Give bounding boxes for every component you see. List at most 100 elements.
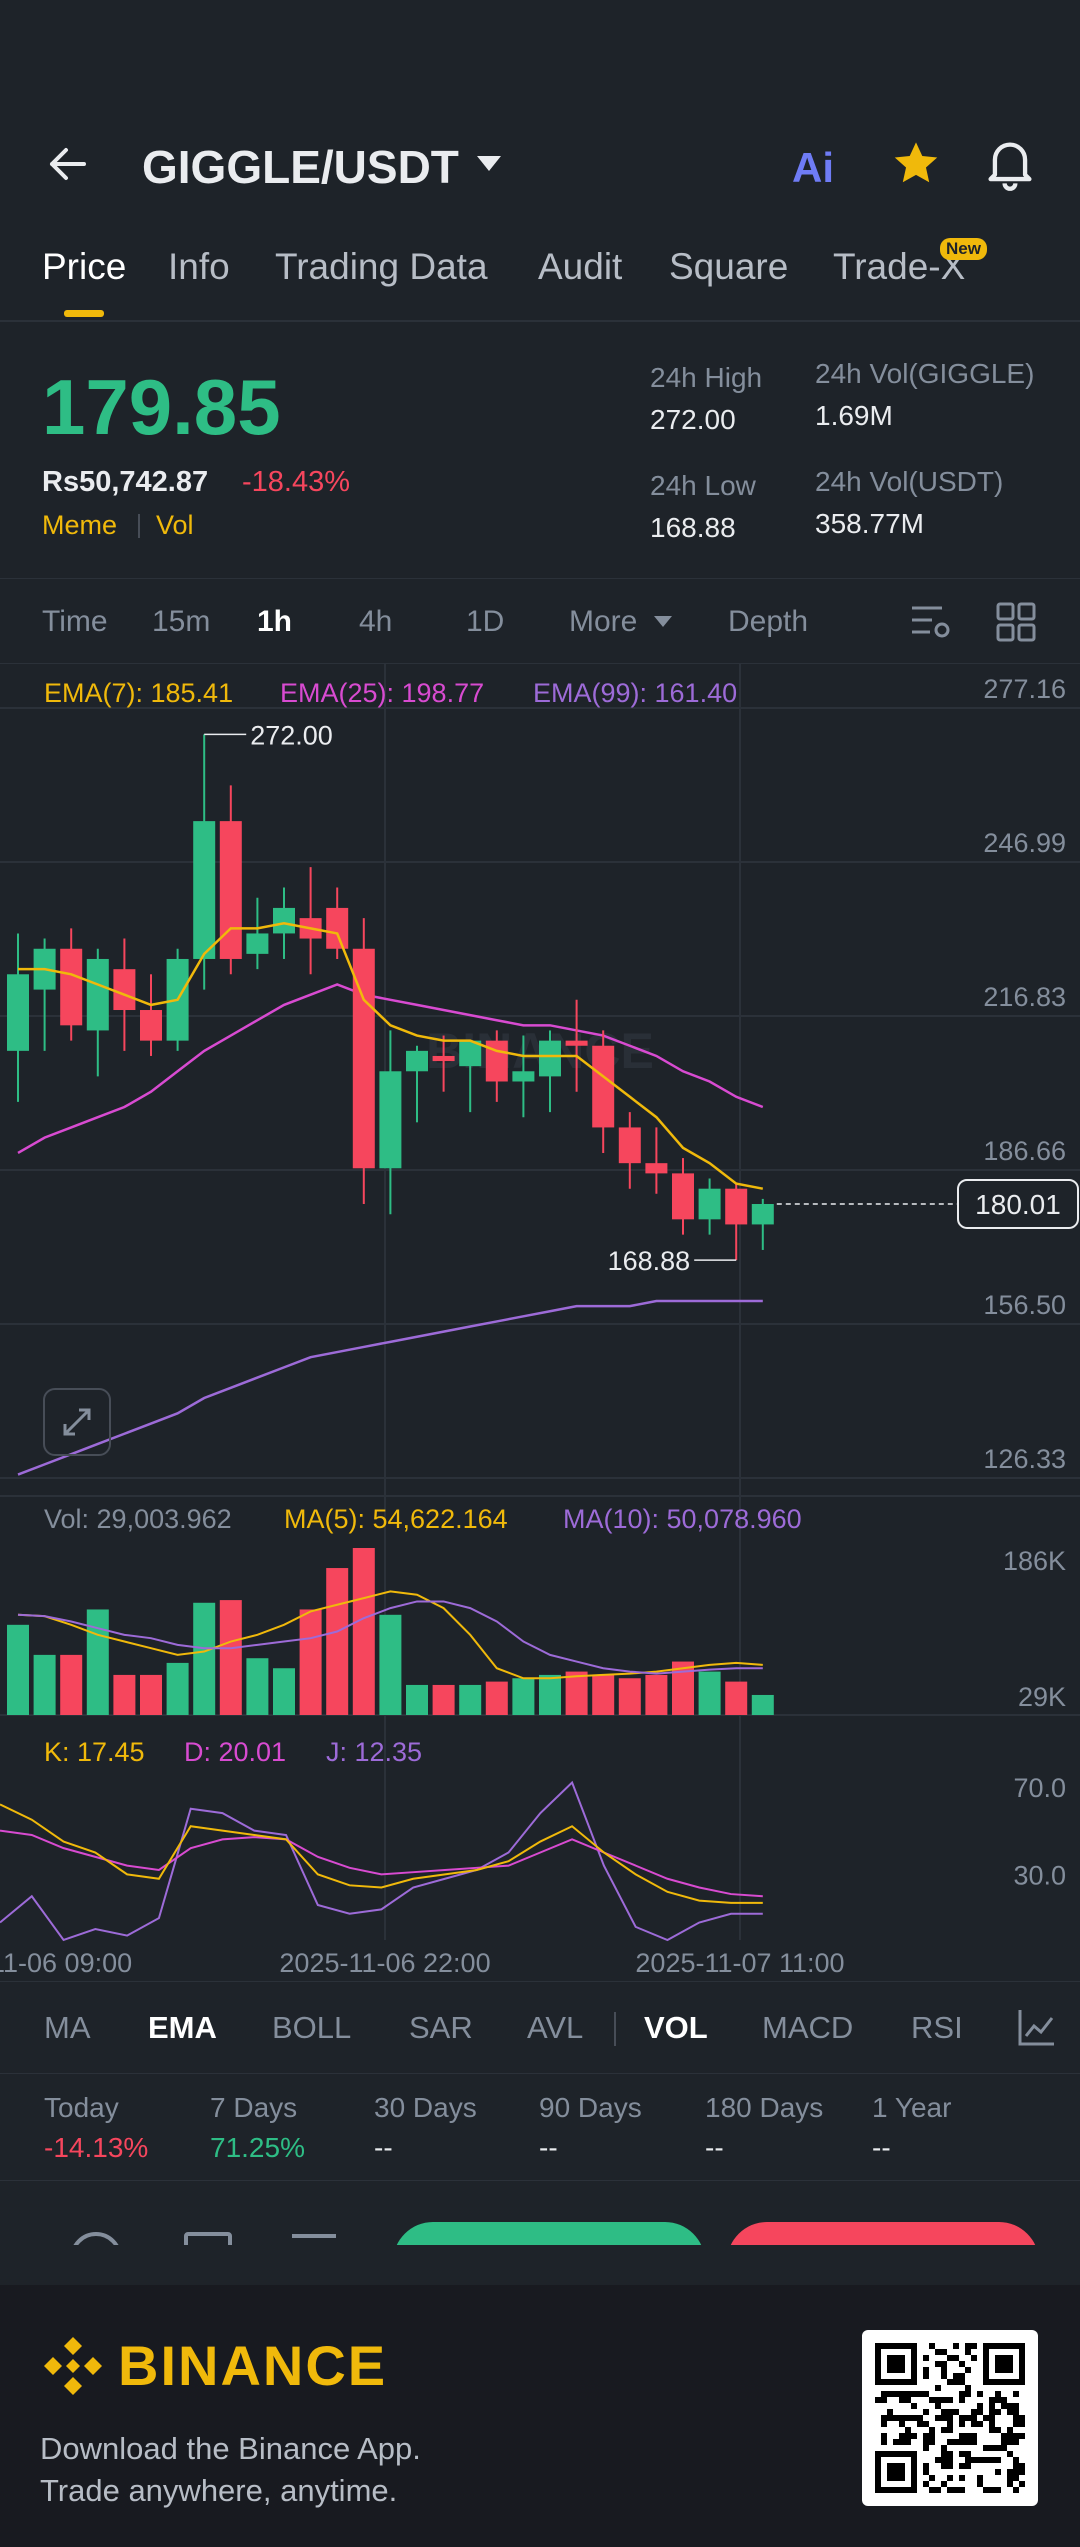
ind-ma[interactable]: MA (44, 2010, 91, 2045)
price-change: -18.43% (242, 466, 351, 498)
qr-module (989, 2487, 995, 2493)
layout-grid-icon[interactable] (996, 602, 1036, 647)
qr-module (1007, 2427, 1013, 2433)
qr-module (941, 2367, 947, 2373)
qr-module (929, 2439, 935, 2445)
sell-button[interactable] (727, 2222, 1039, 2245)
qr-module (971, 2457, 977, 2463)
qr-module (1007, 2481, 1013, 2487)
candle-body (7, 974, 29, 1051)
ind-ema[interactable]: EMA (148, 2010, 217, 2045)
qr-module (1001, 2445, 1007, 2451)
tab-price[interactable]: Price (42, 246, 127, 287)
qr-module (935, 2457, 941, 2463)
tf-depth[interactable]: Depth (728, 605, 809, 638)
qr-module (941, 2445, 947, 2451)
volume-bar (565, 1671, 588, 1715)
expand-chart-icon[interactable] (43, 1388, 111, 1456)
tf-1h[interactable]: 1h (257, 605, 293, 638)
qr-module (953, 2343, 959, 2349)
action-icon-2[interactable] (184, 2232, 232, 2245)
qr-module (917, 2421, 923, 2427)
ind-boll[interactable]: BOLL (272, 2010, 352, 2045)
price-tick-label: 246.99 (983, 828, 1066, 858)
tag-vol[interactable]: Vol (156, 510, 194, 540)
qr-module (887, 2409, 893, 2415)
qr-module (941, 2361, 947, 2367)
qr-module (959, 2439, 965, 2445)
perf-today-value: -14.13% (44, 2132, 149, 2163)
qr-module (941, 2409, 947, 2415)
high-marker-label: 272.00 (250, 720, 333, 750)
kline-chart[interactable]: BINANCE 277.16246.99216.83186.66156.5012… (0, 664, 1080, 1979)
high-label: 24h High (650, 362, 763, 393)
qr-module (953, 2439, 959, 2445)
tf-time[interactable]: Time (42, 605, 108, 638)
qr-module (977, 2409, 983, 2415)
qr-module (899, 2433, 905, 2439)
qr-module (935, 2487, 941, 2493)
ind-macd[interactable]: MACD (762, 2010, 854, 2045)
qr-module (941, 2457, 947, 2463)
volume-ma-lines (17, 1590, 763, 1680)
candle-body (246, 933, 269, 954)
qr-module (935, 2361, 941, 2367)
tag-meme[interactable]: Meme (42, 510, 118, 540)
qr-module (1013, 2475, 1019, 2481)
qr-module (947, 2427, 953, 2433)
qr-module (965, 2463, 971, 2469)
qr-module (983, 2457, 989, 2463)
qr-module (953, 2379, 959, 2385)
tag-separator (138, 514, 140, 538)
qr-module (923, 2373, 929, 2379)
tf-more[interactable]: More (569, 605, 638, 638)
volume-bar (273, 1668, 295, 1715)
action-icon-1[interactable] (70, 2232, 122, 2245)
dropdown-caret-icon[interactable] (475, 154, 503, 179)
volume-bar (725, 1681, 748, 1715)
action-icon-3[interactable] (292, 2234, 336, 2245)
ema7-line (18, 921, 764, 1190)
vol-legend: Vol: 29,003.962 (44, 1504, 232, 1534)
more-caret-icon[interactable] (653, 615, 673, 634)
qr-module (941, 2481, 947, 2487)
qr-module (965, 2367, 971, 2373)
low-marker-label: 168.88 (608, 1246, 691, 1276)
qr-module (971, 2415, 977, 2421)
bell-icon[interactable] (984, 136, 1036, 197)
qr-module (1013, 2421, 1019, 2427)
qr-module (1001, 2397, 1007, 2403)
binance-logo-icon (40, 2333, 106, 2404)
tab-info[interactable]: Info (168, 246, 230, 287)
tab-trading-data[interactable]: Trading Data (275, 246, 488, 287)
chart-settings-icon[interactable] (910, 602, 952, 647)
qr-code[interactable] (862, 2330, 1038, 2506)
pair-title[interactable]: GIGGLE/USDT (142, 141, 459, 193)
ai-icon[interactable]: Ai (792, 144, 834, 191)
qr-module (923, 2409, 929, 2415)
ind-avl[interactable]: AVL (527, 2010, 584, 2045)
qr-module (923, 2391, 929, 2397)
tf-4h[interactable]: 4h (359, 605, 393, 638)
fiat-price: Rs50,742.87 (42, 466, 209, 498)
qr-module (1001, 2403, 1007, 2409)
tf-15m[interactable]: 15m (152, 605, 211, 638)
qr-module (965, 2343, 971, 2349)
tab-square[interactable]: Square (669, 246, 789, 287)
candle-body (565, 1040, 588, 1046)
tf-1d[interactable]: 1D (466, 605, 505, 638)
qr-module (899, 2391, 905, 2397)
qr-module (875, 2397, 881, 2403)
buy-button[interactable] (393, 2222, 705, 2245)
qr-module (953, 2487, 959, 2493)
volume-bar (219, 1600, 242, 1715)
ind-sar[interactable]: SAR (409, 2010, 473, 2045)
star-icon[interactable] (890, 138, 942, 195)
candle-body (698, 1188, 721, 1220)
indicator-settings-icon[interactable] (1016, 2006, 1058, 2053)
tab-audit[interactable]: Audit (538, 246, 623, 287)
ind-rsi[interactable]: RSI (911, 2010, 963, 2045)
qr-module (881, 2397, 887, 2403)
back-arrow-icon[interactable] (44, 140, 92, 188)
ind-vol[interactable]: VOL (644, 2010, 708, 2045)
